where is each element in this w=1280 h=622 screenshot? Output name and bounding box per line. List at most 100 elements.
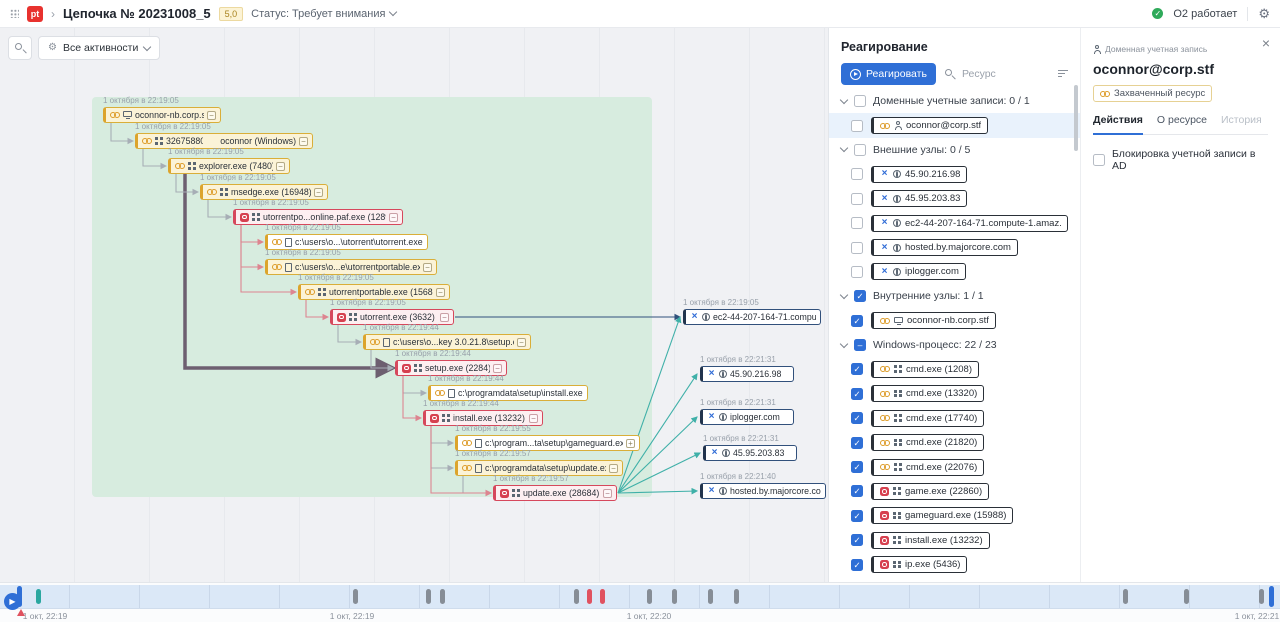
graph-node[interactable]: install.exe (13232) − — [423, 410, 543, 426]
timeline-marker[interactable] — [586, 589, 592, 604]
timeline-marker[interactable] — [671, 589, 677, 604]
item-checkbox[interactable]: ✓ — [851, 314, 863, 327]
group-checkbox[interactable]: – — [854, 339, 866, 352]
item-checkbox[interactable] — [851, 265, 863, 278]
item-checkbox[interactable]: ✓ — [851, 461, 863, 474]
item-checkbox[interactable]: ✓ — [851, 436, 863, 449]
item-checkbox[interactable] — [851, 217, 863, 230]
status-dropdown[interactable]: Статус: Требует внимания — [251, 8, 398, 20]
close-icon[interactable]: × — [1261, 35, 1270, 51]
timeline-marker[interactable] — [425, 589, 431, 604]
collapse-icon[interactable]: − — [207, 110, 216, 120]
resource-row[interactable]: ✓ cmd.exe (13320) — [829, 382, 1080, 406]
resource-chip[interactable]: cmd.exe (17740) — [871, 409, 985, 427]
collapse-icon[interactable]: − — [436, 287, 445, 297]
timeline-marker[interactable] — [1122, 589, 1128, 604]
scrollbar-thumb[interactable] — [1074, 85, 1078, 151]
graph-node[interactable]: c:\users\o...key 3.0.21.8\setup.exe − — [363, 334, 531, 350]
collapse-icon[interactable]: − — [423, 262, 432, 272]
timeline-marker[interactable] — [733, 589, 739, 604]
group-chevron-icon[interactable] — [839, 290, 849, 300]
group-checkbox[interactable] — [854, 95, 866, 108]
timeline-marker[interactable] — [1258, 589, 1264, 604]
resource-chip[interactable]: cmd.exe (13320) — [871, 385, 985, 403]
resource-chip[interactable]: × hosted.by.majorcore.com — [871, 239, 1018, 257]
resource-row[interactable]: ✓ gameguard.exe (15988) — [829, 504, 1080, 528]
group-checkbox[interactable] — [854, 143, 866, 156]
timeline-marker[interactable] — [35, 589, 41, 604]
item-checkbox[interactable]: ✓ — [851, 363, 863, 376]
resource-chip[interactable]: × iplogger.com — [871, 263, 966, 281]
graph-node[interactable]: c:\users\o...\utorrent\utorrent.exe — [265, 234, 428, 250]
graph-node[interactable]: utorrent.exe (3632) − — [330, 309, 454, 325]
item-checkbox[interactable] — [851, 119, 863, 132]
resource-row[interactable]: × 45.90.216.98 — [829, 162, 1080, 186]
collapse-icon[interactable]: − — [609, 463, 618, 473]
resource-row[interactable]: ✓ ip.exe (5436) — [829, 552, 1080, 576]
collapse-icon[interactable]: − — [440, 312, 449, 322]
resource-chip[interactable]: × ec2-44-207-164-71.compute-1.amaz... — [871, 214, 1068, 232]
resource-search-input[interactable] — [959, 67, 1034, 81]
graph-node[interactable]: c:\programdata\setup\install.exe — [428, 385, 588, 401]
resource-chip[interactable]: cmd.exe (1208) — [871, 360, 980, 378]
graph-node[interactable]: × 45.95.203.83 — [703, 445, 797, 461]
resource-row[interactable]: × ec2-44-207-164-71.compute-1.amaz... — [829, 211, 1080, 235]
timeline-marker[interactable] — [352, 589, 358, 604]
resource-chip[interactable]: × 45.90.216.98 — [871, 165, 968, 183]
timeline-marker[interactable] — [439, 589, 445, 604]
detail-tab[interactable]: О ресурсе — [1156, 114, 1207, 126]
collapse-icon[interactable]: − — [276, 161, 285, 171]
graph-node[interactable]: × ec2-44-207-164-71.compute-1.a... — [683, 309, 821, 325]
graph-node[interactable]: × iplogger.com — [700, 409, 794, 425]
graph-node[interactable]: c:\program...ta\setup\gameguard.exe + — [455, 435, 640, 451]
search-button[interactable] — [8, 36, 32, 60]
graph-node[interactable]: utorrentpo...online.paf.exe (12896) − — [233, 209, 403, 225]
respond-button[interactable]: Реагировать — [841, 63, 936, 85]
activity-filter-dropdown[interactable]: ⚙ Все активности — [38, 36, 161, 60]
graph-node[interactable]: explorer.exe (7480) − — [168, 158, 290, 174]
ad-block-checkbox[interactable] — [1093, 154, 1105, 166]
apps-menu-icon[interactable] — [10, 9, 19, 18]
item-checkbox[interactable]: ✓ — [851, 558, 863, 571]
group-chevron-icon[interactable] — [839, 95, 849, 104]
detail-tab[interactable]: История — [1221, 114, 1262, 126]
timeline-marker[interactable] — [599, 589, 605, 604]
resource-chip[interactable]: ip.exe (5436) — [871, 556, 968, 574]
item-checkbox[interactable]: ✓ — [851, 534, 863, 547]
gear-icon[interactable]: ⚙ — [1258, 6, 1270, 21]
group-checkbox[interactable]: ✓ — [854, 290, 866, 303]
graph-node[interactable]: utorrentportable.exe (15688) − — [298, 284, 450, 300]
resource-row[interactable]: ✓ cmd.exe (22076) — [829, 455, 1080, 479]
item-checkbox[interactable] — [851, 241, 863, 254]
play-button[interactable]: ▶ — [4, 593, 21, 610]
resource-row[interactable]: × 45.95.203.83 — [829, 187, 1080, 211]
resource-search[interactable] — [944, 67, 1049, 81]
collapse-icon[interactable]: − — [493, 363, 502, 373]
resource-chip[interactable]: × 45.95.203.83 — [871, 190, 968, 208]
resource-chip[interactable]: oconnor@corp.stf — [871, 117, 989, 135]
resource-chip[interactable]: oconnor-nb.corp.stf — [871, 312, 996, 330]
timeline-marker[interactable] — [573, 589, 579, 604]
resource-chip[interactable]: cmd.exe (22076) — [871, 458, 985, 476]
resource-row[interactable]: oconnor@corp.stf — [829, 113, 1080, 138]
item-checkbox[interactable]: ✓ — [851, 412, 863, 425]
group-chevron-icon[interactable] — [839, 339, 849, 348]
detail-tab[interactable]: Действия — [1093, 114, 1143, 135]
group-chevron-icon[interactable] — [839, 144, 849, 153]
pt-logo[interactable]: pt — [27, 5, 43, 22]
graph-node[interactable]: c:\programdata\setup\update.exe − — [455, 460, 623, 476]
graph-node[interactable]: 3267588094 oconnor (Windows)− — [135, 133, 313, 149]
collapse-icon[interactable]: − — [389, 212, 398, 222]
graph-node[interactable]: msedge.exe (16948) − — [200, 184, 328, 200]
resource-chip[interactable]: game.exe (22860) — [871, 482, 990, 500]
timeline-marker[interactable] — [707, 589, 713, 604]
graph-node[interactable]: oconnor-nb.corp.stf − — [103, 107, 221, 123]
graph-node[interactable]: setup.exe (2284) − — [395, 360, 507, 376]
item-checkbox[interactable] — [851, 192, 863, 205]
resource-row[interactable]: × hosted.by.majorcore.com — [829, 235, 1080, 259]
collapse-icon[interactable]: − — [517, 337, 526, 347]
resource-row[interactable]: ✓ cmd.exe (17740) — [829, 406, 1080, 430]
item-checkbox[interactable]: ✓ — [851, 509, 863, 522]
item-checkbox[interactable]: ✓ — [851, 485, 863, 498]
graph-node[interactable]: update.exe (28684) − — [493, 485, 617, 501]
